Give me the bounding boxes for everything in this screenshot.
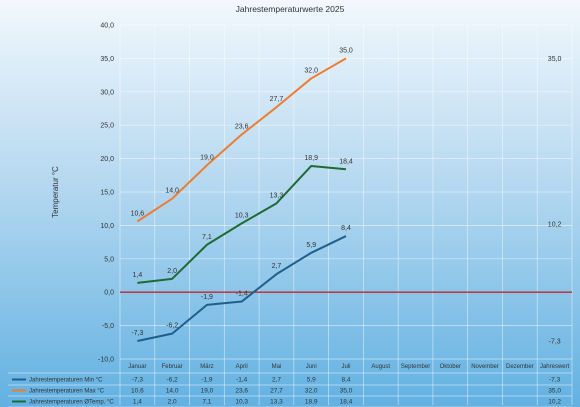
table-cell: 10,3 [235, 399, 248, 406]
y-tick-label: -5,0 [102, 323, 114, 330]
category-label: Oktober [440, 364, 461, 370]
legend-label: Jahrestemperaturen Min °C [29, 378, 103, 384]
category-label: Juli [341, 364, 350, 370]
table-cell: 8,4 [341, 377, 350, 384]
category-label: Jahreswert [540, 364, 570, 370]
y-tick-label: 35,0 [100, 56, 114, 63]
y-axis-label: Temperatur °C [51, 166, 60, 218]
y-tick-label: 30,0 [100, 89, 114, 96]
data-label: 35,0 [339, 47, 353, 54]
category-label: Mai [272, 364, 282, 370]
data-label: 13,3 [270, 192, 284, 199]
y-tick-label: 5,0 [104, 256, 114, 263]
data-table: Januar Februar März April Mai Juni Juli August S… [8, 364, 572, 407]
legend-label: Jahrestemperaturen ØTemp. °C [29, 400, 114, 406]
data-label: -1,9 [201, 294, 213, 301]
data-label: 19,0 [200, 154, 214, 161]
category-label: September [401, 364, 430, 370]
legend-label: Jahrestemperaturen Max °C [29, 389, 105, 395]
table-cell-annual: -7,3 [549, 377, 561, 384]
data-label: 18,9 [304, 155, 318, 162]
y-tick-label: 40,0 [100, 23, 114, 30]
annual-label: 35,0 [548, 56, 562, 63]
table-cell: -1,4 [236, 377, 248, 384]
data-label: 27,7 [270, 96, 284, 103]
y-tick-label: 0,0 [104, 290, 114, 297]
series-line-3 [137, 164, 347, 284]
data-label: 10,6 [131, 210, 145, 217]
series-lines [136, 57, 347, 342]
data-label: 18,4 [339, 158, 353, 165]
table-cell: 23,6 [235, 388, 248, 395]
table-cell: -6,2 [167, 377, 179, 384]
table-cell-annual: 10,2 [548, 399, 561, 406]
category-label: Juni [306, 364, 317, 370]
category-label: August [371, 364, 390, 370]
y-tick-labels: -10,0 -5,0 0,0 5,0 10,0 15,0 20,0 25,0 30,0 35,0 4… [98, 23, 114, 364]
series-line-2 [136, 57, 347, 223]
annual-label: -7,3 [549, 338, 561, 345]
table-cell: 27,7 [270, 388, 283, 395]
y-tick-label: 25,0 [100, 123, 114, 130]
data-label: 5,9 [306, 242, 316, 249]
y-tick-label: 20,0 [100, 156, 114, 163]
y-tick-label: -10,0 [98, 357, 114, 364]
data-label: -1,4 [236, 291, 248, 298]
grid-lines [119, 24, 573, 405]
table-cell: 10,6 [131, 388, 144, 395]
data-label: 14,0 [165, 188, 179, 195]
table-cell: 2,7 [272, 377, 281, 384]
table-cell: 18,9 [305, 399, 318, 406]
table-cell: 5,9 [307, 377, 316, 384]
chart-title: Jahrestemperaturwerte 2025 [236, 4, 345, 14]
data-label: 8,4 [341, 225, 351, 232]
annual-label: 10,2 [548, 222, 562, 229]
table-cell-annual: 35,0 [548, 388, 561, 395]
data-label: 23,6 [235, 124, 249, 131]
y-tick-label: 10,0 [100, 223, 114, 230]
table-cell: -1,9 [201, 377, 213, 384]
data-label: 7,1 [202, 234, 212, 241]
data-label: -6,2 [166, 323, 178, 330]
table-cell: 19,0 [201, 388, 214, 395]
table-cell: 32,0 [305, 388, 318, 395]
table-cell: 2,0 [168, 399, 177, 406]
table-cell: 7,1 [202, 399, 211, 406]
series-line-1 [137, 235, 347, 342]
category-label: November [471, 364, 499, 370]
category-label: Januar [128, 364, 146, 370]
table-cell: 1,4 [133, 399, 142, 406]
table-cell: 13,3 [270, 399, 283, 406]
table-cell: 14,0 [166, 388, 179, 395]
data-labels: -7,3 -6,2 -1,9 -1,4 2,7 5,9 8,4 10,6 14,0 19,0 23,… [131, 47, 353, 337]
data-label: -7,3 [131, 330, 143, 337]
category-label: März [200, 364, 213, 370]
data-label: 10,3 [235, 212, 249, 219]
category-label: April [236, 364, 248, 370]
y-tick-label: 15,0 [100, 190, 114, 197]
table-cell: -7,3 [132, 377, 144, 384]
annual-value-labels: -7,3 35,0 10,2 [548, 56, 562, 346]
data-label: 32,0 [304, 67, 318, 74]
category-label: Februar [162, 364, 183, 370]
data-label: 2,0 [167, 268, 177, 275]
data-label: 2,7 [272, 263, 282, 270]
table-cell: 35,0 [340, 388, 353, 395]
table-cell: 18,4 [340, 399, 353, 406]
category-label: Dezember [506, 364, 534, 370]
data-label: 1,4 [133, 272, 143, 279]
